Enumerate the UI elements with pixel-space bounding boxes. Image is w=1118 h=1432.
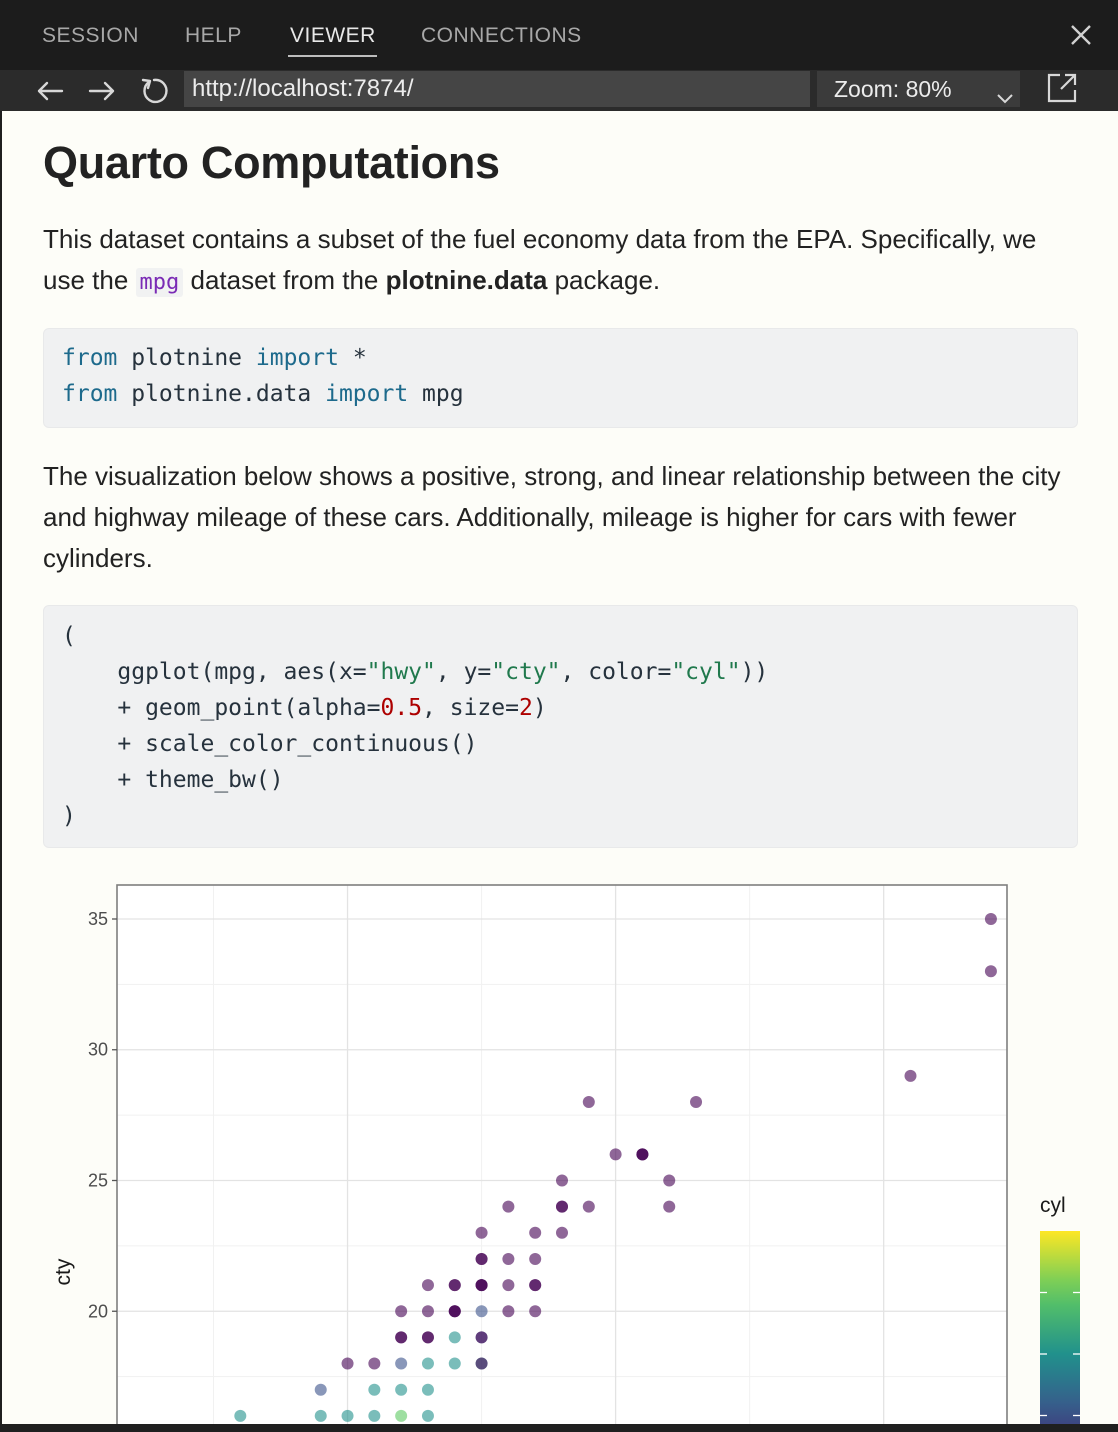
url-input[interactable] (184, 71, 810, 107)
data-point (448, 1279, 461, 1292)
legend-title: cyl (1040, 1194, 1066, 1217)
forward-arrow-icon[interactable] (86, 75, 118, 107)
data-point (529, 1279, 542, 1292)
tab-viewer[interactable]: VIEWER (290, 24, 376, 47)
zoom-label: Zoom: 80% (834, 76, 952, 102)
data-point (395, 1357, 408, 1370)
data-point (502, 1279, 515, 1292)
data-point (636, 1148, 649, 1161)
y-tick-label: 30 (88, 1040, 108, 1060)
code-line: + scale_color_continuous() (62, 731, 478, 757)
data-point (475, 1331, 488, 1344)
data-point (582, 1096, 595, 1109)
data-point (314, 1383, 327, 1396)
scatter-plot: 1520253035ctycyl (52, 884, 1080, 1424)
data-point (395, 1305, 408, 1318)
data-point (609, 1148, 622, 1161)
inline-code-mpg: mpg (135, 268, 184, 297)
data-point (421, 1279, 434, 1292)
code-block-imports: from plotnine import * from plotnine.dat… (43, 328, 1078, 428)
code-line: + geom_point(alpha=0.5, size=2) (62, 695, 547, 721)
data-point (421, 1331, 434, 1344)
code-line: + theme_bw() (62, 767, 284, 793)
code-line: ggplot(mpg, aes(x="hwy", y="cty", color=… (62, 659, 769, 685)
window-bottom-edge (0, 1424, 1118, 1432)
data-point (529, 1305, 542, 1318)
package-name: plotnine.data (385, 265, 548, 295)
y-tick-label: 20 (88, 1301, 108, 1321)
data-point (395, 1383, 408, 1396)
y-tick-label: 35 (88, 909, 108, 929)
data-point (663, 1174, 676, 1187)
data-point (395, 1331, 408, 1344)
refresh-icon[interactable] (138, 75, 170, 107)
viewer-content: Quarto Computations This dataset contain… (2, 111, 1118, 1424)
viewer-address-bar: Zoom: 80% (0, 70, 1118, 111)
plot-panel (117, 885, 1007, 1424)
data-point (448, 1305, 461, 1318)
tab-connections[interactable]: CONNECTIONS (421, 24, 582, 47)
data-point (904, 1069, 917, 1082)
data-point (475, 1305, 488, 1318)
data-point (421, 1305, 434, 1318)
y-axis-label: cty (52, 1258, 75, 1285)
data-point (234, 1409, 247, 1422)
data-point (984, 965, 997, 978)
active-tab-indicator (288, 55, 377, 57)
code-line: from plotnine.data import mpg (62, 381, 464, 407)
close-icon[interactable] (1070, 22, 1092, 48)
data-point (502, 1200, 515, 1213)
data-point (984, 912, 997, 925)
data-point (368, 1409, 381, 1422)
code-line: ( (62, 623, 76, 649)
data-point (421, 1409, 434, 1422)
tab-help[interactable]: HELP (185, 24, 242, 47)
data-point (556, 1200, 568, 1213)
data-point (368, 1357, 381, 1370)
data-point (314, 1409, 327, 1422)
data-point (582, 1200, 595, 1213)
code-line: ) (62, 803, 76, 829)
description-paragraph: The visualization below shows a positive… (43, 461, 1061, 573)
data-point (475, 1279, 488, 1292)
open-in-new-window-icon[interactable] (1046, 72, 1078, 104)
data-point (529, 1252, 542, 1265)
page-title: Quarto Computations (43, 137, 500, 188)
intro-text-3: package. (547, 265, 661, 295)
data-point (448, 1331, 461, 1344)
data-point (556, 1226, 568, 1239)
color-legend-bar (1040, 1231, 1080, 1424)
data-point (529, 1226, 542, 1239)
intro-text: This dataset contains a subset of the fu… (43, 224, 1037, 295)
tab-session[interactable]: SESSION (42, 24, 139, 47)
y-tick-label: 25 (88, 1171, 108, 1191)
data-point (475, 1226, 488, 1239)
intro-text-2: dataset from the (183, 265, 386, 295)
data-point (448, 1357, 461, 1370)
intro-paragraph: This dataset contains a subset of the fu… (43, 219, 1083, 303)
code-line: from plotnine import * (62, 345, 367, 371)
data-point (663, 1200, 676, 1213)
data-point (556, 1174, 568, 1187)
code-block-plot: ( ggplot(mpg, aes(x="hwy", y="cty", colo… (43, 605, 1078, 848)
data-point (690, 1096, 703, 1109)
data-point (421, 1383, 434, 1396)
data-point (341, 1357, 354, 1370)
data-point (341, 1409, 354, 1422)
data-point (475, 1357, 488, 1370)
data-point (475, 1252, 488, 1265)
zoom-select[interactable]: Zoom: 80% (817, 71, 1020, 107)
data-point (502, 1252, 515, 1265)
back-arrow-icon[interactable] (34, 75, 66, 107)
data-point (502, 1305, 515, 1318)
data-point (421, 1357, 434, 1370)
data-point (395, 1409, 408, 1422)
data-point (368, 1383, 381, 1396)
viewer-pane-tabbar: SESSION HELP VIEWER CONNECTIONS (0, 0, 1118, 70)
chevron-down-icon (996, 81, 1014, 104)
